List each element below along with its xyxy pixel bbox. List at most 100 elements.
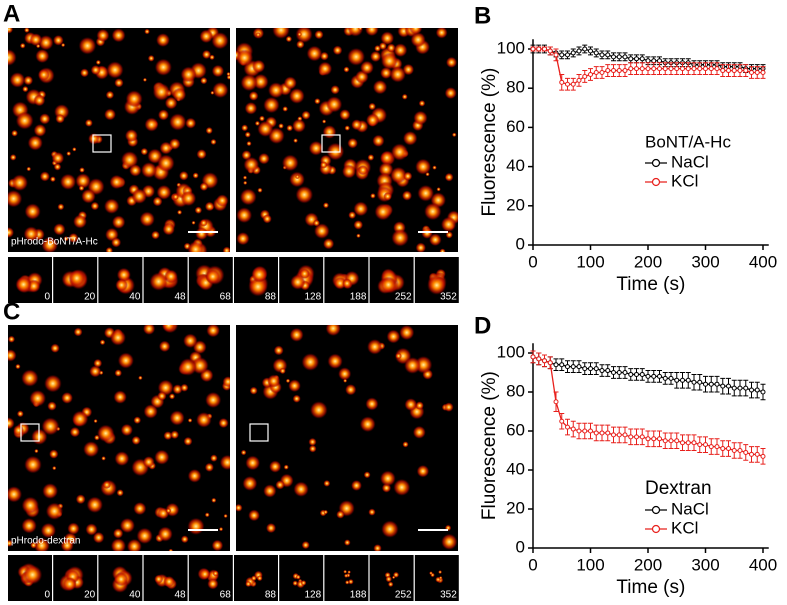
- point: [542, 358, 547, 364]
- frame-puncta: [385, 575, 393, 583]
- point: [582, 46, 588, 52]
- point: [628, 371, 634, 377]
- point: [743, 68, 749, 74]
- point: [720, 446, 726, 452]
- puncta: [52, 34, 64, 46]
- puncta: [372, 79, 388, 95]
- point: [657, 66, 662, 72]
- puncta: [344, 125, 351, 131]
- point: [565, 81, 570, 87]
- puncta: [129, 164, 142, 177]
- puncta: [451, 132, 457, 138]
- puncta: [26, 166, 32, 172]
- puncta: [386, 329, 401, 344]
- puncta: [383, 192, 392, 201]
- puncta: [156, 184, 172, 200]
- puncta: [222, 376, 230, 388]
- image-label: pHrodo-dextran: [11, 536, 80, 547]
- puncta: [96, 424, 115, 443]
- puncta: [105, 90, 115, 100]
- frame-puncta: [387, 581, 394, 588]
- x-tick-label: 400: [749, 252, 777, 271]
- puncta: [351, 119, 363, 131]
- puncta: [281, 154, 299, 172]
- puncta: [242, 175, 248, 180]
- puncta: [325, 325, 341, 337]
- micrographs: [8, 28, 459, 601]
- frame-label: 352: [440, 292, 457, 303]
- point: [570, 426, 576, 432]
- point: [616, 370, 622, 375]
- puncta: [196, 149, 207, 160]
- puncta: [338, 367, 352, 381]
- puncta: [306, 45, 323, 62]
- puncta: [195, 227, 209, 241]
- frame-puncta: [114, 572, 129, 587]
- puncta: [218, 417, 229, 429]
- point: [691, 440, 697, 446]
- point: [593, 50, 599, 56]
- puncta: [154, 449, 170, 465]
- puncta: [199, 182, 209, 192]
- puncta: [445, 231, 453, 239]
- puncta: [288, 379, 301, 393]
- point: [645, 66, 651, 72]
- roi-box: [20, 423, 40, 442]
- point: [720, 383, 726, 389]
- puncta: [444, 87, 457, 100]
- puncta: [286, 124, 294, 132]
- point: [605, 368, 611, 374]
- puncta: [295, 28, 313, 44]
- point: [737, 68, 743, 74]
- puncta: [144, 28, 150, 35]
- frame-label: 40: [129, 292, 141, 303]
- x-tick-label: 400: [749, 555, 777, 574]
- point: [616, 432, 622, 438]
- micrograph: [236, 28, 458, 252]
- puncta: [211, 64, 225, 78]
- puncta: [101, 456, 106, 461]
- puncta: [8, 349, 17, 362]
- puncta: [27, 135, 43, 151]
- puncta: [124, 129, 138, 143]
- point: [634, 66, 639, 72]
- puncta: [372, 134, 385, 147]
- panel-letter: B: [474, 2, 491, 29]
- puncta: [339, 109, 351, 121]
- puncta: [347, 47, 366, 66]
- puncta: [323, 509, 328, 515]
- point: [651, 373, 657, 379]
- puncta: [140, 147, 149, 156]
- frame-label: 0: [44, 292, 50, 303]
- puncta: [243, 180, 248, 185]
- frame-label: 68: [220, 292, 232, 303]
- frame-label: 352: [440, 590, 457, 601]
- puncta: [168, 393, 176, 400]
- puncta: [11, 129, 18, 137]
- point: [760, 70, 766, 76]
- puncta: [71, 410, 89, 428]
- puncta: [210, 454, 218, 462]
- point: [726, 68, 731, 74]
- point: [714, 381, 720, 387]
- puncta: [66, 151, 72, 156]
- puncta: [179, 358, 197, 376]
- puncta: [289, 327, 304, 342]
- frame-puncta: [248, 276, 268, 297]
- puncta: [314, 30, 324, 40]
- puncta: [348, 211, 357, 220]
- puncta: [116, 489, 124, 497]
- frame-puncta: [207, 578, 219, 590]
- puncta: [162, 325, 176, 332]
- puncta: [51, 151, 65, 165]
- point: [685, 66, 691, 72]
- y-axis-label: Fluorescence (%): [479, 68, 500, 217]
- puncta: [257, 120, 274, 137]
- micrograph: [8, 325, 230, 551]
- puncta: [163, 431, 173, 441]
- point: [674, 377, 680, 383]
- puncta: [330, 85, 340, 95]
- point: [622, 370, 628, 375]
- puncta: [263, 484, 277, 498]
